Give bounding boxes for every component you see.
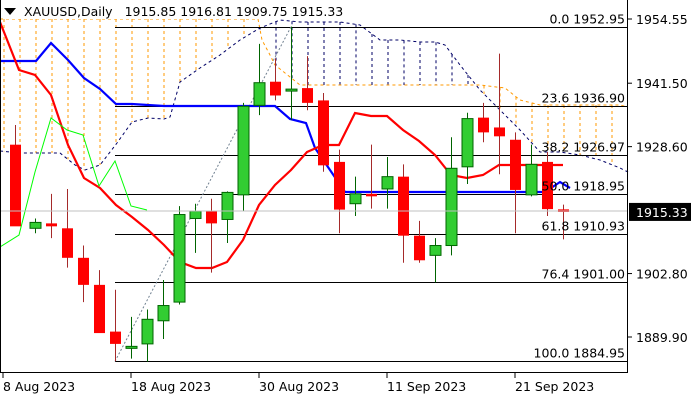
fib-level-label: 61.8 1910.93 bbox=[542, 219, 626, 234]
ichimoku-lines bbox=[0, 21, 571, 270]
bearish-candle bbox=[46, 223, 57, 227]
price-axis: 1954.55 1941.50 1928.60 1915.33 1902.80 1889.… bbox=[628, 12, 691, 345]
bearish-candle bbox=[542, 161, 553, 210]
bearish-candle bbox=[398, 176, 409, 236]
bearish-candle bbox=[270, 81, 281, 96]
price-axis-label: 1954.55 bbox=[636, 12, 688, 27]
bullish-candle bbox=[461, 118, 474, 168]
fibonacci-retracement[interactable] bbox=[114, 26, 627, 362]
fib-trendline[interactable] bbox=[114, 26, 292, 362]
collapse-triangle-icon[interactable] bbox=[4, 8, 16, 15]
price-axis-label: 1928.60 bbox=[636, 140, 688, 155]
fibonacci-labels: 0.0 1952.95 23.6 1936.90 38.2 1926.97 50.0 … bbox=[534, 12, 625, 361]
kijun-sen-line bbox=[0, 41, 571, 194]
bearish-candle bbox=[302, 88, 313, 103]
bearish-candle bbox=[10, 144, 21, 227]
bearish-candle bbox=[318, 100, 329, 166]
bullish-candle bbox=[429, 245, 442, 256]
fib-level-label: 23.6 1936.90 bbox=[542, 91, 626, 106]
bearish-candle bbox=[510, 139, 521, 190]
bearish-candle bbox=[366, 193, 377, 197]
current-price-label: 1915.33 bbox=[636, 205, 688, 220]
bearish-candle bbox=[494, 127, 505, 137]
bullish-candle bbox=[349, 193, 362, 205]
price-axis-label: 1902.80 bbox=[636, 267, 688, 282]
bullish-candle bbox=[29, 221, 42, 229]
fib-level-label: 100.0 1884.95 bbox=[534, 346, 625, 361]
time-axis: 8 Aug 2023 18 Aug 2023 30 Aug 2023 11 Sep 2… bbox=[2, 373, 594, 394]
ichimoku-cloud bbox=[0, 18, 629, 173]
bullish-candle bbox=[173, 214, 186, 303]
chart-title-bar: XAUUSD,Daily 1915.85 1916.81 1909.75 191… bbox=[4, 4, 344, 19]
bearish-candle bbox=[478, 117, 489, 133]
fib-level-label: 76.4 1901.00 bbox=[542, 267, 626, 282]
bullish-candle bbox=[221, 191, 234, 220]
bullish-candle bbox=[525, 163, 538, 196]
time-axis-label: 11 Sep 2023 bbox=[387, 379, 466, 394]
bearish-candle bbox=[414, 235, 425, 261]
bearish-candle bbox=[206, 211, 217, 224]
price-axis-label: 1889.90 bbox=[636, 330, 688, 345]
time-axis-label: 8 Aug 2023 bbox=[3, 379, 75, 394]
fib-level-label: 38.2 1926.97 bbox=[542, 140, 626, 155]
fib-level-label: 0.0 1952.95 bbox=[549, 12, 625, 27]
fib-level-label: 50.0 1918.95 bbox=[542, 179, 626, 194]
bearish-candle bbox=[334, 161, 345, 210]
tenkan-sen-line bbox=[0, 21, 563, 270]
symbol-timeframe: XAUUSD,Daily bbox=[24, 4, 113, 19]
ohlc-values: 1915.85 1916.81 1909.75 1915.33 bbox=[124, 4, 344, 19]
bullish-candle bbox=[445, 167, 458, 247]
bearish-candle bbox=[94, 284, 105, 334]
chikou-span-line bbox=[0, 117, 148, 248]
bullish-candle bbox=[381, 176, 394, 190]
bullish-candle bbox=[189, 210, 202, 219]
price-axis-label: 1941.50 bbox=[636, 76, 688, 91]
bullish-candle bbox=[237, 105, 250, 196]
bearish-candle bbox=[78, 257, 89, 285]
time-axis-label: 30 Aug 2023 bbox=[259, 379, 339, 394]
time-axis-label: 21 Sep 2023 bbox=[515, 379, 594, 394]
bullish-candle bbox=[157, 305, 170, 322]
candlesticks bbox=[10, 26, 569, 362]
current-price-badge bbox=[629, 202, 691, 221]
bearish-candle bbox=[62, 228, 73, 258]
bullish-candle bbox=[141, 318, 154, 345]
bullish-candle bbox=[253, 82, 266, 106]
bullish-candle bbox=[125, 345, 138, 349]
bullish-candle bbox=[285, 88, 298, 92]
time-axis-label: 18 Aug 2023 bbox=[131, 379, 211, 394]
bearish-candle bbox=[110, 331, 121, 344]
